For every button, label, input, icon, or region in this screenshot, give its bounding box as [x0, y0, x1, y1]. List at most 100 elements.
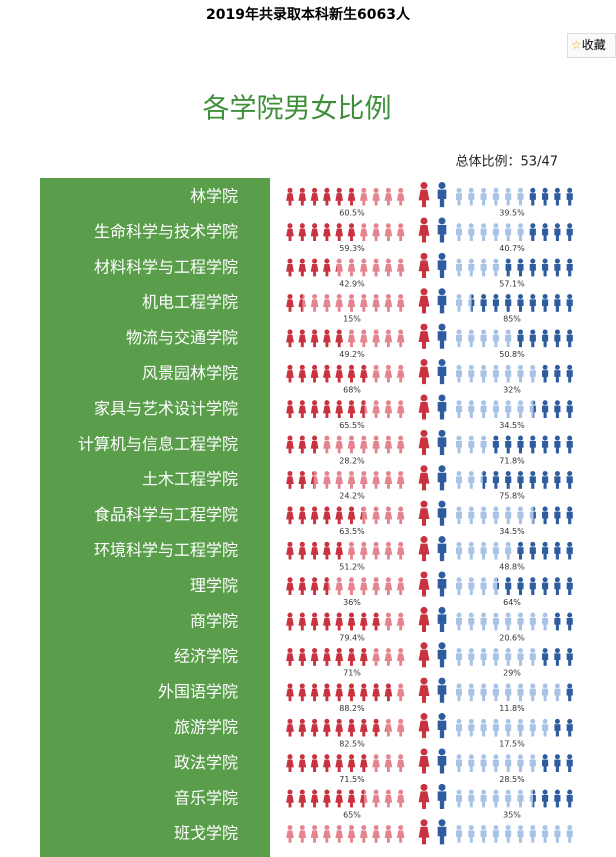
icon-body	[298, 759, 307, 772]
icon-body	[480, 547, 487, 560]
male-icon	[492, 718, 499, 737]
icon-body	[286, 618, 294, 631]
male-icon	[554, 648, 561, 666]
female-icon	[372, 718, 380, 737]
male-icon	[517, 718, 524, 737]
male-icon	[554, 754, 561, 772]
icon-body	[298, 653, 307, 666]
icon-body	[554, 441, 561, 454]
female-icon	[335, 648, 343, 666]
male-icon	[566, 648, 573, 666]
dark-icons	[542, 648, 573, 666]
icon-body	[437, 225, 447, 243]
dark-icons	[286, 683, 393, 702]
icon-head	[567, 258, 573, 264]
icon-head	[420, 748, 428, 756]
icon-body	[310, 193, 319, 206]
icon-head	[554, 718, 560, 724]
icon-head	[532, 789, 536, 795]
top-title: 2019年共录取本科新生6063人	[206, 7, 410, 23]
icon-head	[481, 612, 487, 618]
icon-body	[505, 830, 512, 843]
icon-head	[468, 789, 474, 795]
female-icon	[298, 683, 307, 702]
male-icon	[492, 294, 499, 312]
icon-body	[492, 334, 499, 348]
dark-icons	[529, 223, 573, 241]
male-icon	[437, 288, 447, 314]
icon-body	[360, 795, 364, 808]
male-icon	[437, 323, 447, 349]
female-group	[286, 577, 405, 595]
icon-head	[373, 754, 379, 760]
male-group	[455, 435, 573, 454]
icon-head	[349, 541, 354, 547]
male-icon	[480, 541, 487, 560]
icon-body	[437, 189, 447, 208]
icon-body	[437, 756, 447, 774]
male-icon	[468, 258, 475, 277]
value-label: 34.5%	[499, 527, 525, 536]
icon-head	[554, 400, 560, 406]
icon-head	[312, 506, 318, 512]
icon-body	[347, 618, 356, 631]
male-icon	[529, 648, 536, 666]
icon-head	[481, 648, 487, 654]
icon-head	[385, 612, 391, 618]
icon-head	[287, 683, 293, 689]
icon-body	[529, 724, 536, 737]
icon-head	[299, 435, 305, 441]
male-group	[455, 400, 573, 418]
icon-head	[349, 187, 354, 193]
female-group	[286, 294, 405, 312]
icon-body	[492, 476, 499, 489]
icon-body	[455, 228, 463, 241]
male-icon	[542, 612, 549, 631]
icon-body	[335, 511, 343, 525]
icon-body	[529, 547, 536, 560]
icon-body	[554, 228, 561, 241]
female-icon	[286, 435, 294, 454]
male-icon	[554, 825, 561, 843]
female-icon	[396, 258, 405, 277]
female-group	[286, 789, 405, 808]
icon-head	[398, 577, 404, 583]
icon-head	[349, 825, 354, 831]
female-icon	[384, 223, 393, 241]
male-icon	[437, 252, 447, 278]
icon-body	[418, 472, 430, 491]
female-icon	[396, 754, 405, 772]
icon-body	[492, 547, 499, 560]
icon-body	[455, 582, 463, 595]
icon-body	[286, 264, 294, 277]
value-label: 71%	[343, 669, 361, 678]
icon-body	[310, 759, 319, 772]
icon-head	[299, 612, 305, 618]
female-icon	[335, 329, 343, 348]
icon-head	[312, 364, 318, 370]
female-group	[286, 471, 405, 489]
male-icon	[542, 435, 549, 454]
icon-head	[481, 294, 487, 300]
icon-body	[310, 688, 319, 702]
male-icon	[505, 294, 512, 312]
value-label: 48.8%	[499, 563, 525, 572]
icon-head	[456, 577, 462, 583]
icon-body	[323, 370, 331, 383]
icon-body	[505, 299, 512, 312]
male-icon	[437, 642, 447, 668]
male-group	[455, 541, 573, 560]
icon-body	[347, 511, 356, 525]
icon-body	[286, 830, 294, 843]
icon-body	[492, 299, 499, 312]
male-icon	[455, 400, 463, 418]
female-group	[286, 400, 405, 418]
female-icon	[323, 506, 331, 525]
icon-head	[468, 683, 474, 689]
icon-body	[335, 264, 337, 272]
male-icon	[517, 541, 524, 560]
category-label: 林学院	[190, 187, 238, 206]
icon-body	[418, 402, 430, 420]
icon-body	[347, 795, 356, 808]
